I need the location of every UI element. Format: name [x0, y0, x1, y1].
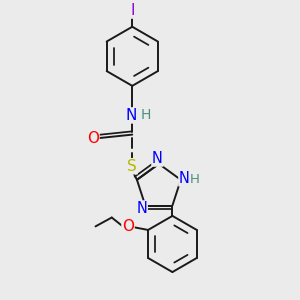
Text: N: N: [179, 171, 190, 186]
Text: O: O: [87, 131, 99, 146]
Text: N: N: [125, 108, 136, 123]
Text: I: I: [130, 3, 134, 18]
Text: O: O: [122, 220, 134, 235]
Text: H: H: [190, 173, 200, 186]
Text: H: H: [140, 108, 151, 122]
Text: N: N: [136, 201, 147, 216]
Text: N: N: [152, 151, 163, 166]
Text: S: S: [128, 159, 137, 174]
